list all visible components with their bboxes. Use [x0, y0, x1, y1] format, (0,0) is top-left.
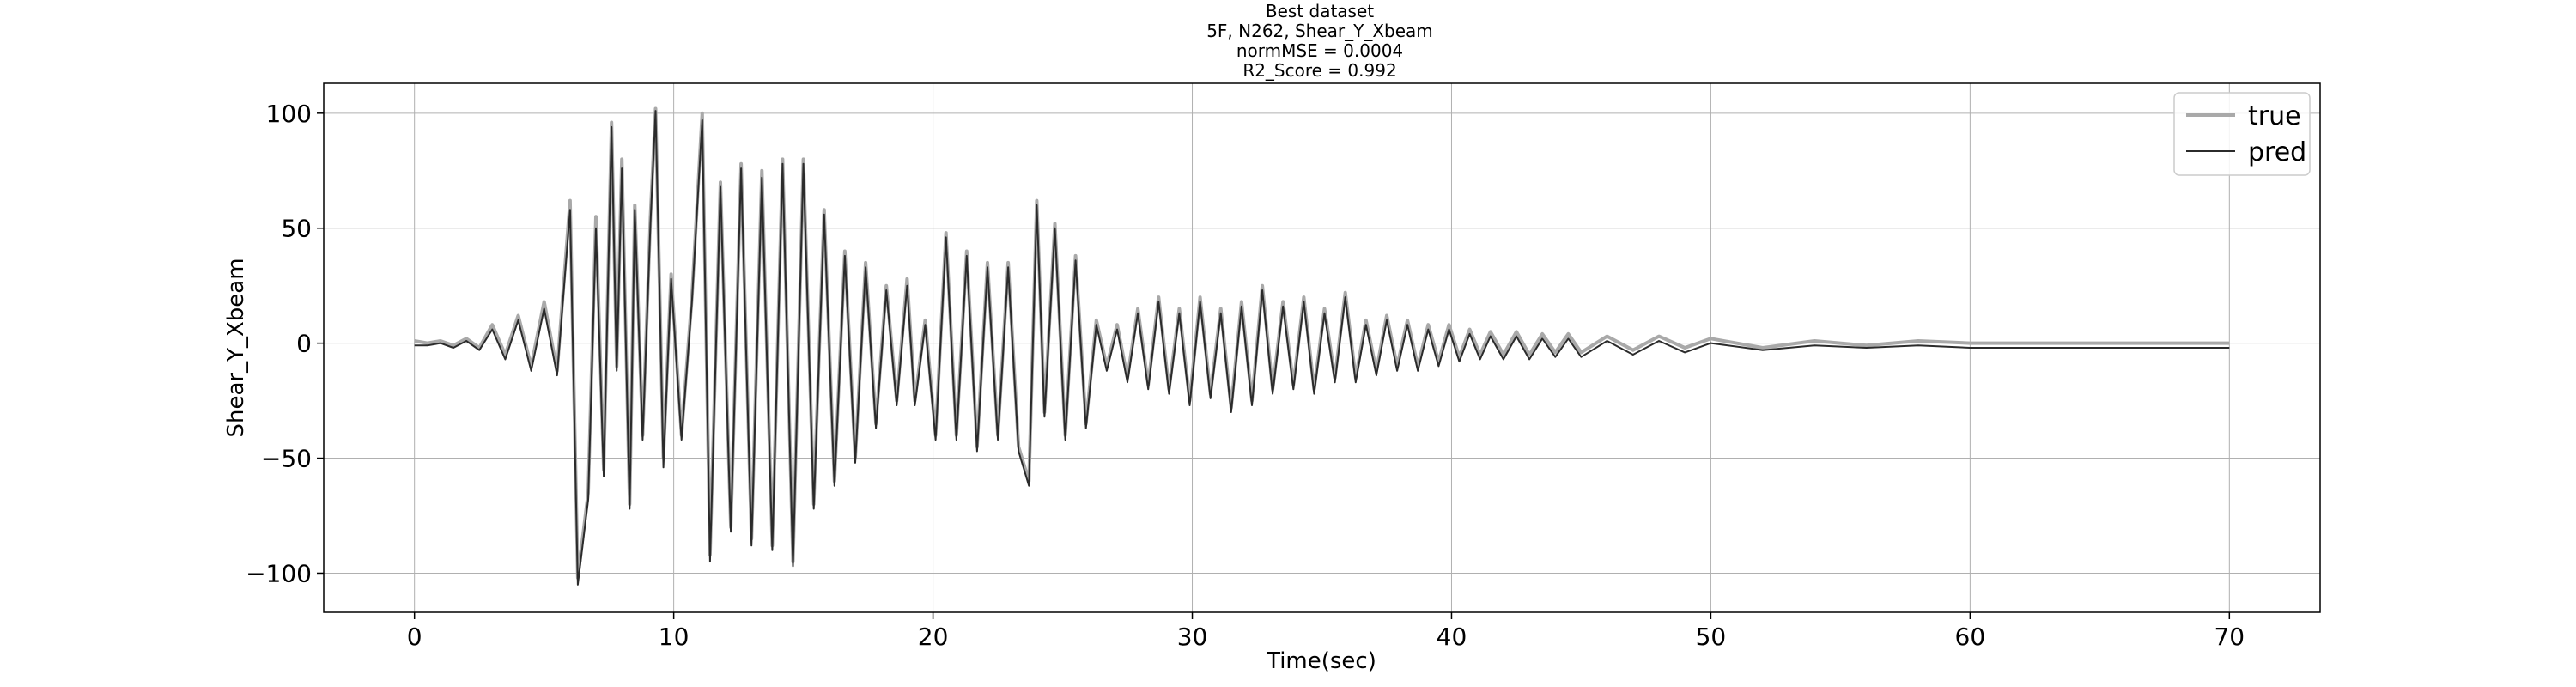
series-lines [414, 106, 2230, 586]
chart-title: Best dataset 5F, N262, Shear_Y_Xbeam nor… [1206, 1, 1433, 81]
chart-title-line-4: R2_Score = 0.992 [1242, 60, 1396, 81]
legend-label-true: true [2248, 101, 2301, 131]
x-tick-label: 0 [407, 623, 422, 651]
y-tick-label: −50 [261, 445, 312, 473]
series-line-pred [414, 110, 2230, 586]
x-tick-label: 70 [2214, 623, 2245, 651]
x-tick-label: 40 [1437, 623, 1467, 651]
chart-title-line-2: 5F, N262, Shear_Y_Xbeam [1206, 21, 1433, 41]
axis-ticks: 0 10 20 30 40 50 60 70 −100 −50 0 50 100 [246, 100, 2245, 651]
x-tick-label: 10 [659, 623, 690, 651]
grid [324, 83, 2320, 612]
plot-frame [323, 82, 2321, 613]
y-axis-label: Shear_Y_Xbeam [223, 258, 249, 437]
legend-label-pred: pred [2248, 137, 2306, 167]
x-tick-label: 20 [918, 623, 949, 651]
x-tick-label: 50 [1696, 623, 1727, 651]
y-tick-label: −100 [246, 559, 312, 587]
chart-title-line-3: normMSE = 0.0004 [1236, 40, 1403, 61]
x-axis-label: Time(sec) [1266, 648, 1376, 674]
x-tick-label: 30 [1177, 623, 1208, 651]
y-tick-label: 50 [281, 215, 312, 243]
y-tick-label: 100 [266, 100, 312, 128]
x-tick-label: 60 [1955, 623, 1986, 651]
legend: true pred [2173, 92, 2311, 176]
y-tick-label: 0 [296, 330, 312, 358]
chart-title-line-1: Best dataset [1266, 1, 1374, 21]
